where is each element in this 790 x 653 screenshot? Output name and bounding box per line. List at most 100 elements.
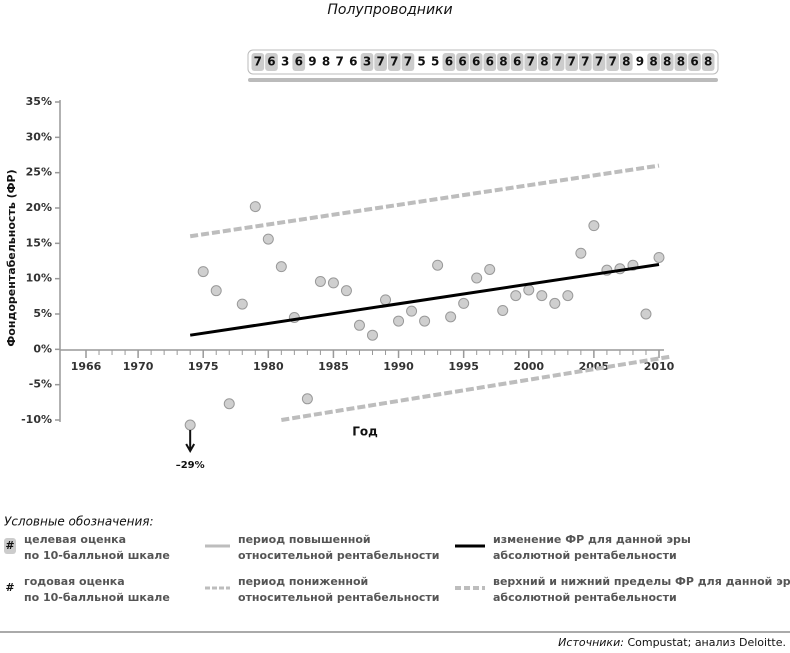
y-tick-label: 20% [26,201,52,214]
legend-text: целевая оценка [24,533,126,546]
point [575,247,587,259]
trend-line [189,263,660,337]
score: 6 [295,55,303,69]
score: 6 [349,55,357,69]
legend-text: годовая оценка [24,575,125,588]
score: 6 [690,55,698,69]
point [484,263,496,275]
score-target-box [701,53,715,71]
y-tick-label: 5% [33,307,52,320]
score: 8 [322,55,330,69]
score-target-box [606,53,619,71]
score: 8 [649,55,657,69]
score: 8 [499,55,507,69]
y-tick-label: 0% [33,342,52,355]
outlier-arrow [185,430,196,454]
point [549,297,561,309]
legend-text: по 10-балльной шкале [24,591,170,604]
point [236,298,248,310]
legend-symbol: # [5,581,14,594]
x-tick-label: 2000 [513,360,544,373]
score-strip-bar [248,78,718,82]
point [445,311,457,323]
legend-text: относительной рентабельности [238,591,440,604]
source-label: Источники: [558,636,624,649]
point [510,290,522,302]
y-tick-label: 35% [26,95,52,108]
legend-text: изменение ФР для данной эры [493,533,691,546]
score-target-box [497,53,510,71]
score: 6 [445,55,453,69]
y-tick-label: 15% [26,236,52,249]
x-tick-label: 1990 [383,360,414,373]
score: 7 [390,55,398,69]
score: 7 [336,55,344,69]
point [367,329,378,341]
score: 9 [308,55,316,69]
score-target-box [510,53,524,71]
score-target-box [538,53,551,71]
score-target-box [660,53,674,71]
legend-text: период пониженной [238,575,368,588]
point [562,290,574,302]
legend-text: относительной рентабельности [238,549,440,562]
x-tick-label: 2005 [579,360,610,373]
x-tick-label: 1995 [448,360,479,373]
point [588,220,600,232]
upper-bound [189,163,660,239]
score: 7 [527,55,535,69]
score: 3 [281,55,289,69]
legend-text: верхний и нижний пределы ФР для данной э… [493,575,790,588]
y-axis-label: Фондорентабельность (ФР) [5,169,18,346]
legend-text: абсолютной рентабельности [493,591,677,604]
score-target-box [251,53,265,71]
point [432,259,444,271]
point [262,233,274,245]
legend-text: по 10-балльной шкале [24,549,170,562]
x-tick-label: 1970 [123,360,154,373]
score-target-box [579,53,592,71]
x-tick-label: 1975 [188,360,219,373]
point [497,304,509,316]
score: 8 [663,55,671,69]
point [536,290,548,302]
score-target-box [674,53,688,71]
score: 3 [363,55,371,69]
point [640,308,652,320]
y-tick-label: 25% [26,166,52,179]
point [393,315,405,327]
point [249,201,261,213]
score-target-box [565,53,579,71]
score: 5 [417,55,425,69]
score-target-box [647,53,660,71]
score: 7 [608,55,616,69]
point [380,294,392,306]
score: 6 [267,55,275,69]
score: 8 [704,55,712,69]
score-target-box [524,53,538,71]
x-tick-label: 1980 [253,360,284,373]
score: 7 [554,55,562,69]
score-target-box [469,53,483,71]
point [458,297,470,309]
point [419,315,431,327]
point [471,272,483,284]
score: 7 [595,55,603,69]
x-axis-label: Год [352,425,378,439]
x-tick-label: 1985 [318,360,349,373]
source-text: Compustat; анализ Deloitte. [627,636,786,649]
score: 7 [254,55,262,69]
point [314,275,326,287]
score: 6 [472,55,480,69]
x-tick-label: 1966 [71,360,102,373]
point [210,285,222,297]
chart-title: Полупроводники [327,2,452,18]
y-tick-label: -10% [21,413,52,426]
score: 6 [458,55,466,69]
score: 9 [636,55,644,69]
y-tick-label: 30% [26,130,52,143]
score-target-box [619,53,633,71]
point [223,398,235,410]
y-tick-label: -5% [29,378,52,391]
